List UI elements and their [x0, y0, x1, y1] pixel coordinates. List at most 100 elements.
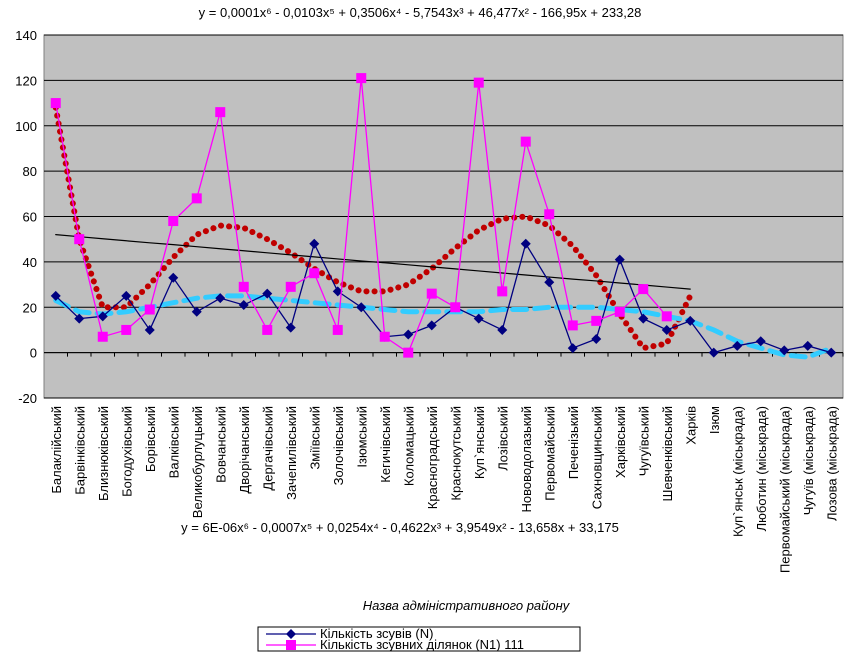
trendline [52, 104, 694, 352]
x-tick-label: Нововодолазький [519, 406, 534, 512]
marker [473, 77, 484, 88]
marker [74, 234, 85, 245]
marker [497, 324, 508, 335]
x-tick-label: Богодухівський [119, 406, 134, 497]
series-line [55, 241, 832, 354]
x-tick-label: Валківський [166, 406, 181, 478]
x-tick-label: Барвінківський [72, 406, 87, 495]
marker [74, 313, 85, 324]
y-tick-label: 120 [15, 73, 37, 88]
marker [755, 336, 766, 347]
trendline [53, 293, 834, 360]
marker [544, 209, 555, 220]
legend: Кількість зсувів (N)Кількість зсувних ді… [257, 626, 581, 652]
equation: y = 6E-06x⁶ - 0,0007x⁵ + 0,0254x⁴ - 0,46… [181, 520, 619, 535]
marker [826, 347, 837, 358]
x-tick-label: Борівський [143, 406, 158, 472]
marker [732, 340, 743, 351]
x-tick-label: Печенізький [566, 406, 581, 479]
y-tick-label: 20 [23, 300, 37, 315]
x-tick-label: Близнюківський [96, 406, 111, 501]
y-tick-label: 140 [15, 28, 37, 43]
x-tick-label: Шевченківський [660, 406, 675, 501]
marker [309, 238, 320, 249]
marker [638, 313, 649, 324]
marker [215, 107, 226, 118]
marker [544, 277, 555, 288]
x-tick-label: Великобурлуцький [190, 406, 205, 518]
marker [450, 302, 461, 313]
marker [238, 281, 249, 292]
x-tick-label: Чугуївський [636, 406, 651, 476]
marker [50, 290, 61, 301]
marker [97, 331, 108, 342]
marker [567, 320, 578, 331]
legend-box [257, 626, 581, 652]
marker [262, 324, 273, 335]
marker [168, 216, 179, 227]
trendline [55, 234, 691, 290]
x-tick-label: Первомайський (міськрада) [777, 406, 792, 573]
marker [520, 136, 531, 147]
y-tick-label: -20 [18, 391, 37, 406]
x-tick-label: Зачепилівський [284, 406, 299, 500]
marker [591, 315, 602, 326]
marker [168, 272, 179, 283]
x-tick-label: Вовчанський [213, 406, 228, 483]
y-tick-label: 60 [23, 210, 37, 225]
marker [332, 324, 343, 335]
marker [286, 629, 296, 639]
marker [356, 73, 367, 84]
marker [567, 343, 578, 354]
marker [50, 98, 61, 109]
marker [638, 284, 649, 295]
x-tick-label: Дергачівський [260, 406, 275, 491]
x-tick-label: Балаклійський [49, 406, 64, 494]
x-tick-label: Куп`янськ (міськрада) [730, 406, 745, 537]
equation: y = 0,0001x⁶ - 0,0103x⁵ + 0,3506x⁴ - 5,7… [199, 5, 642, 20]
marker [614, 306, 625, 317]
marker [403, 329, 414, 340]
x-tick-label: Сахновщинський [589, 406, 604, 509]
marker [144, 324, 155, 335]
marker [121, 324, 132, 335]
x-axis-title: Назва адміністративного району [363, 598, 571, 613]
marker [426, 320, 437, 331]
marker [497, 286, 508, 297]
marker [802, 340, 813, 351]
marker [661, 324, 672, 335]
marker [473, 313, 484, 324]
y-tick-label: 100 [15, 119, 37, 134]
legend-label: Кількість зсувів (N) [320, 626, 433, 641]
x-tick-label: Харків [683, 406, 698, 445]
marker [191, 193, 202, 204]
marker [97, 311, 108, 322]
x-tick-label: Зміївський [307, 406, 322, 470]
x-tick-label: Лозова (міськрада) [824, 406, 839, 521]
marker [520, 238, 531, 249]
marker [661, 311, 672, 322]
y-tick-label: 80 [23, 164, 37, 179]
marker [426, 288, 437, 299]
marker [403, 347, 414, 358]
marker [332, 286, 343, 297]
x-tick-label: Чугуїв (міськрада) [801, 406, 816, 515]
marker [262, 288, 273, 299]
x-tick-label: Люботин (міськрада) [754, 406, 769, 531]
marker [356, 302, 367, 313]
marker [591, 334, 602, 345]
x-tick-label: Кегичівський [378, 406, 393, 483]
marker [215, 293, 226, 304]
legend-label: Кількість зсувних ділянок (N1) 111 [320, 637, 524, 652]
x-tick-label: Первомайський [542, 406, 557, 501]
y-tick-label: 40 [23, 255, 37, 270]
marker [191, 306, 202, 317]
x-tick-label: Лозівський [495, 406, 510, 471]
marker [285, 281, 296, 292]
marker [238, 299, 249, 310]
x-tick-label: Красноградський [425, 406, 440, 509]
marker [285, 322, 296, 333]
marker [286, 640, 296, 650]
marker [614, 254, 625, 265]
